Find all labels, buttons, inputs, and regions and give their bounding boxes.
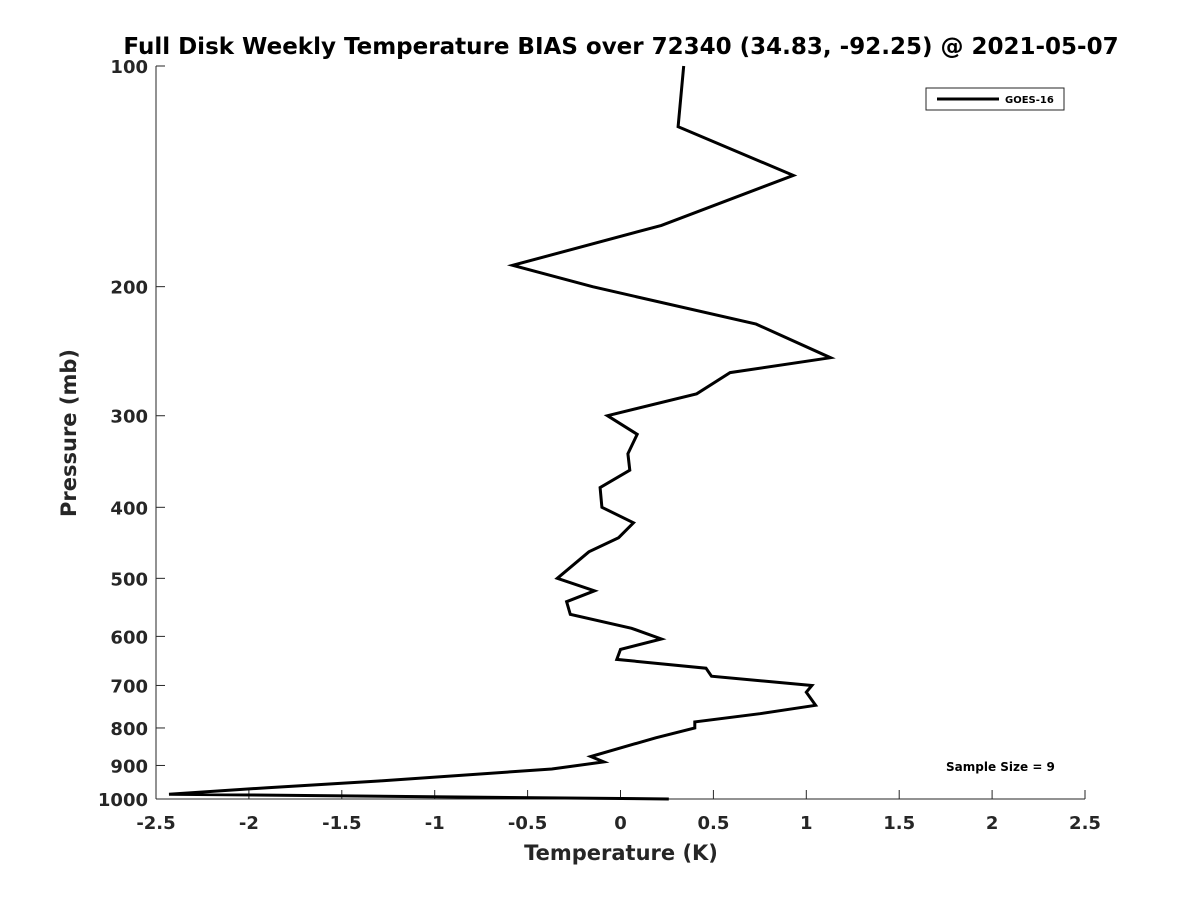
- x-tick-label: -2.5: [136, 813, 175, 834]
- y-tick-label: 500: [110, 569, 148, 590]
- sample-size-annotation: Sample Size = 9: [946, 760, 1055, 774]
- y-ticks: 100 200 300 400 500 600 700 800 900 1000: [98, 57, 165, 811]
- y-tick-label: 1000: [98, 790, 148, 811]
- y-tick-label: 400: [110, 498, 148, 519]
- x-tick-label: -1: [425, 813, 445, 834]
- x-ticks: -2.5 -2 -1.5 -1 -0.5 0 0.5 1 1.5 2 2.5: [136, 790, 1101, 834]
- x-tick-label: 0.5: [697, 813, 729, 834]
- y-tick-label: 900: [110, 756, 148, 777]
- x-tick-label: 1.5: [883, 813, 915, 834]
- y-tick-label: 100: [110, 57, 148, 78]
- x-tick-label: 2: [986, 813, 999, 834]
- legend: GOES-16: [925, 87, 1065, 111]
- y-tick-label: 800: [110, 719, 148, 740]
- x-tick-label: 2.5: [1069, 813, 1101, 834]
- chart-title: Full Disk Weekly Temperature BIAS over 7…: [123, 34, 1118, 60]
- y-tick-label: 300: [110, 407, 148, 428]
- y-tick-label: 600: [110, 627, 148, 648]
- x-tick-label: 1: [800, 813, 813, 834]
- y-axis-label: Pressure (mb): [57, 349, 81, 517]
- legend-label: GOES-16: [1005, 95, 1054, 106]
- plot-area: -2.5 -2 -1.5 -1 -0.5 0 0.5 1 1.5 2 2.5 100 200 300 40…: [98, 57, 1101, 834]
- x-axis-label: Temperature (K): [524, 841, 718, 865]
- x-tick-label: -1.5: [322, 813, 361, 834]
- series-line-goes-16: [168, 65, 836, 801]
- x-tick-label: -0.5: [508, 813, 547, 834]
- x-tick-label: -2: [239, 813, 259, 834]
- x-tick-label: 0: [614, 813, 627, 834]
- y-tick-label: 200: [110, 278, 148, 299]
- y-tick-label: 700: [110, 676, 148, 697]
